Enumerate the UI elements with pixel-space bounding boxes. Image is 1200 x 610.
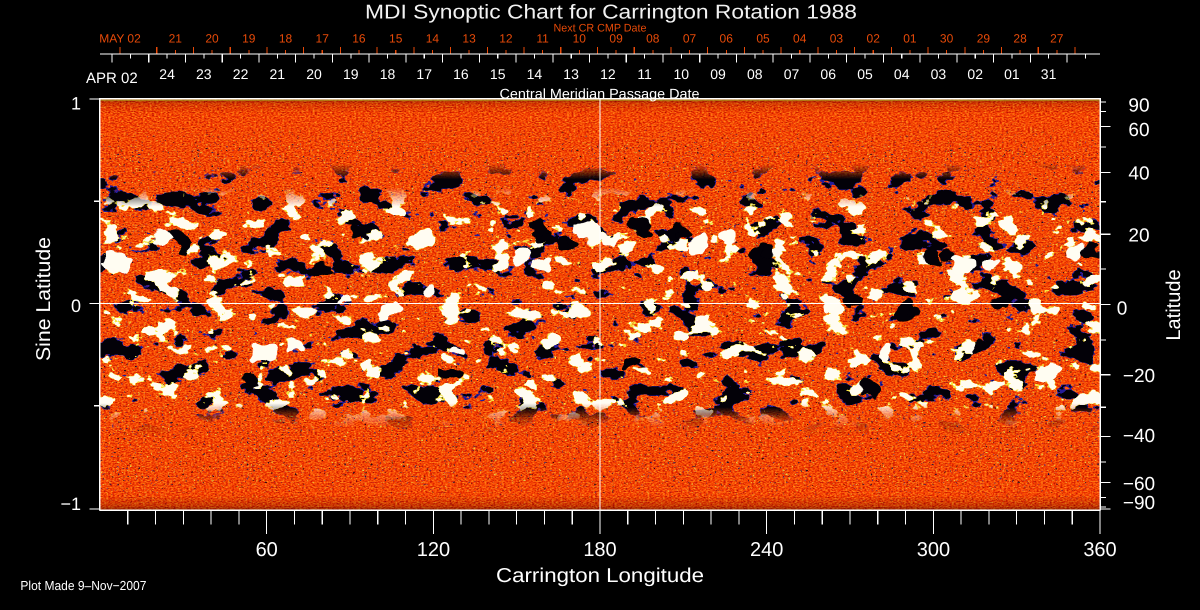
svg-text:14: 14 [426,32,440,46]
svg-text:240: 240 [750,539,783,561]
svg-text:Central Meridian Passage Date: Central Meridian Passage Date [500,85,700,101]
svg-text:30: 30 [940,32,954,46]
svg-text:17: 17 [316,32,330,46]
svg-text:31: 31 [1041,66,1057,82]
svg-text:12: 12 [499,32,513,46]
svg-text:−60: −60 [1123,474,1155,495]
svg-text:10: 10 [573,32,587,46]
svg-text:27: 27 [1050,32,1064,46]
svg-text:23: 23 [196,66,212,82]
svg-text:60: 60 [1128,120,1149,141]
svg-text:0: 0 [71,296,81,316]
svg-text:10: 10 [674,66,690,82]
svg-text:Latitude: Latitude [1163,269,1185,340]
svg-text:Next CR CMP Date: Next CR CMP Date [554,23,647,35]
svg-text:APR 02: APR 02 [86,70,138,87]
svg-text:−40: −40 [1123,426,1155,447]
svg-text:04: 04 [793,32,807,46]
svg-text:−1: −1 [60,494,81,514]
svg-text:14: 14 [527,66,543,82]
svg-text:40: 40 [1128,164,1149,185]
svg-text:12: 12 [600,66,616,82]
svg-text:24: 24 [159,66,175,82]
svg-text:90: 90 [1128,96,1149,117]
svg-text:22: 22 [233,66,249,82]
svg-text:01: 01 [1004,66,1020,82]
svg-text:MAY 02: MAY 02 [99,32,141,46]
svg-text:07: 07 [784,66,800,82]
svg-text:300: 300 [917,539,950,561]
svg-text:06: 06 [820,66,836,82]
svg-text:09: 09 [609,32,623,46]
svg-text:Plot Made 9–Nov−2007: Plot Made 9–Nov−2007 [20,578,146,593]
svg-text:29: 29 [977,32,991,46]
svg-text:120: 120 [417,539,450,561]
svg-text:20: 20 [306,66,322,82]
svg-text:1: 1 [71,93,81,113]
svg-text:04: 04 [894,66,910,82]
svg-text:21: 21 [169,32,183,46]
svg-text:16: 16 [453,66,469,82]
svg-text:Sine Latitude: Sine Latitude [33,237,55,361]
svg-text:15: 15 [389,32,403,46]
svg-text:16: 16 [352,32,366,46]
svg-text:20: 20 [205,32,219,46]
svg-text:06: 06 [720,32,734,46]
svg-text:19: 19 [343,66,359,82]
svg-text:11: 11 [637,66,652,82]
svg-text:07: 07 [683,32,697,46]
svg-text:03: 03 [931,66,947,82]
svg-text:11: 11 [536,32,549,46]
svg-text:20: 20 [1128,226,1149,247]
svg-text:09: 09 [710,66,726,82]
svg-text:17: 17 [416,66,432,82]
svg-text:13: 13 [462,32,476,46]
svg-text:180: 180 [583,539,616,561]
svg-text:18: 18 [279,32,293,46]
svg-text:21: 21 [270,66,286,82]
svg-text:13: 13 [563,66,579,82]
svg-text:0: 0 [1117,298,1128,319]
svg-text:18: 18 [380,66,396,82]
svg-text:−20: −20 [1123,366,1155,387]
svg-text:−90: −90 [1123,493,1155,514]
svg-text:08: 08 [747,66,763,82]
svg-text:02: 02 [967,66,983,82]
svg-text:02: 02 [867,32,881,46]
svg-text:15: 15 [490,66,506,82]
svg-text:28: 28 [1013,32,1027,46]
svg-text:60: 60 [256,539,278,561]
svg-text:03: 03 [830,32,844,46]
svg-text:Carrington Longitude: Carrington Longitude [496,565,704,587]
svg-text:05: 05 [857,66,873,82]
svg-text:08: 08 [646,32,660,46]
svg-text:MDI Synoptic Chart for Carring: MDI Synoptic Chart for Carrington Rotati… [365,1,857,23]
svg-text:01: 01 [903,32,917,46]
svg-text:360: 360 [1083,539,1116,561]
svg-text:05: 05 [756,32,770,46]
svg-text:19: 19 [242,32,256,46]
